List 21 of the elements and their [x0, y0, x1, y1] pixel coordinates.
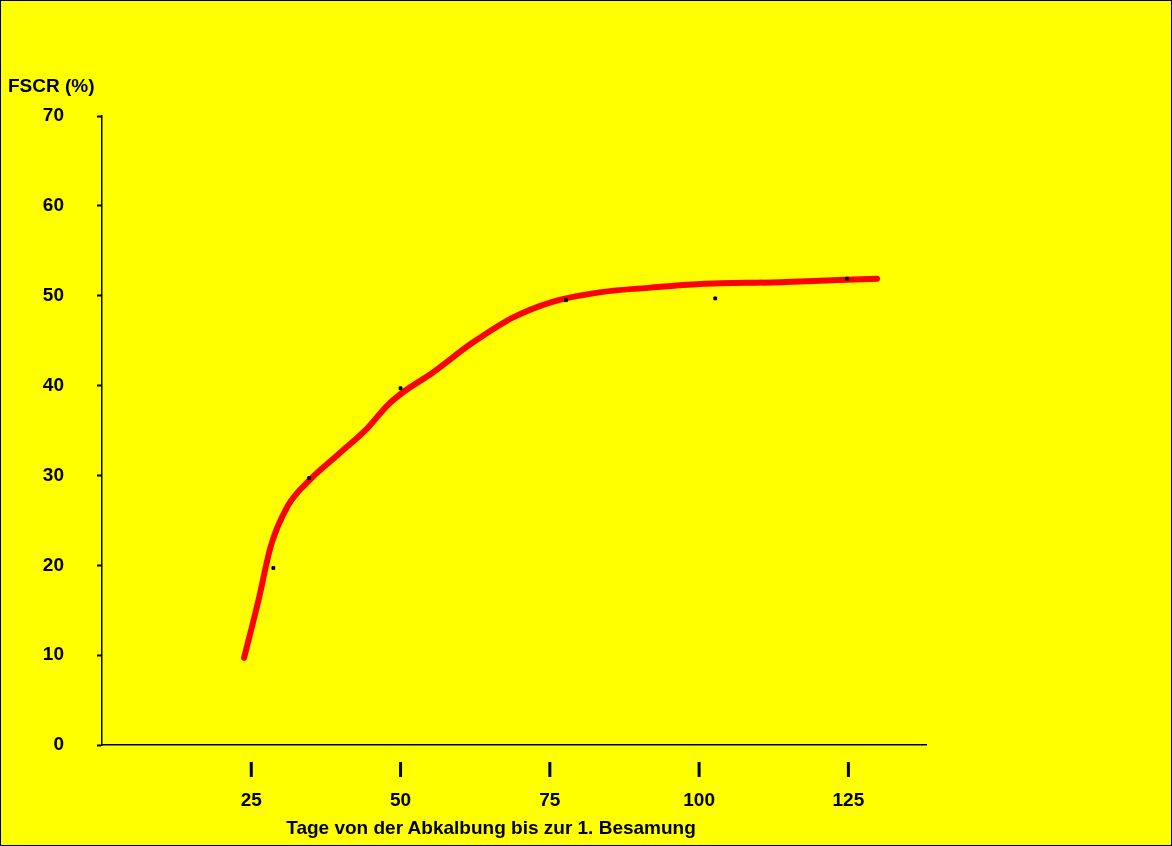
point: [713, 296, 718, 301]
y-tick-label: 0: [53, 733, 64, 755]
x-axis-title: Tage von der Abkalbung bis zur 1. Besamung: [286, 817, 696, 839]
y-tick-label: 70: [42, 104, 64, 126]
y-tick-label: 60: [42, 194, 64, 216]
point: [564, 298, 568, 303]
point: [307, 476, 312, 481]
x-tick-label: 125: [832, 788, 865, 810]
point: [271, 566, 276, 570]
x-tick-label: 100: [683, 788, 715, 810]
y-tick-label: 10: [42, 643, 64, 665]
x-tick-label: 25: [240, 788, 263, 810]
y-axis-title: FSCR (%): [8, 75, 95, 97]
y-tick-label: 50: [42, 283, 64, 305]
point: [845, 276, 850, 281]
y-tick-label: 20: [42, 553, 64, 575]
y-tick-label: 30: [42, 463, 64, 485]
x-tick-label: 75: [539, 788, 561, 810]
y-tick-label: 40: [42, 373, 64, 395]
x-tick-label: 50: [389, 788, 412, 810]
point: [398, 386, 403, 391]
